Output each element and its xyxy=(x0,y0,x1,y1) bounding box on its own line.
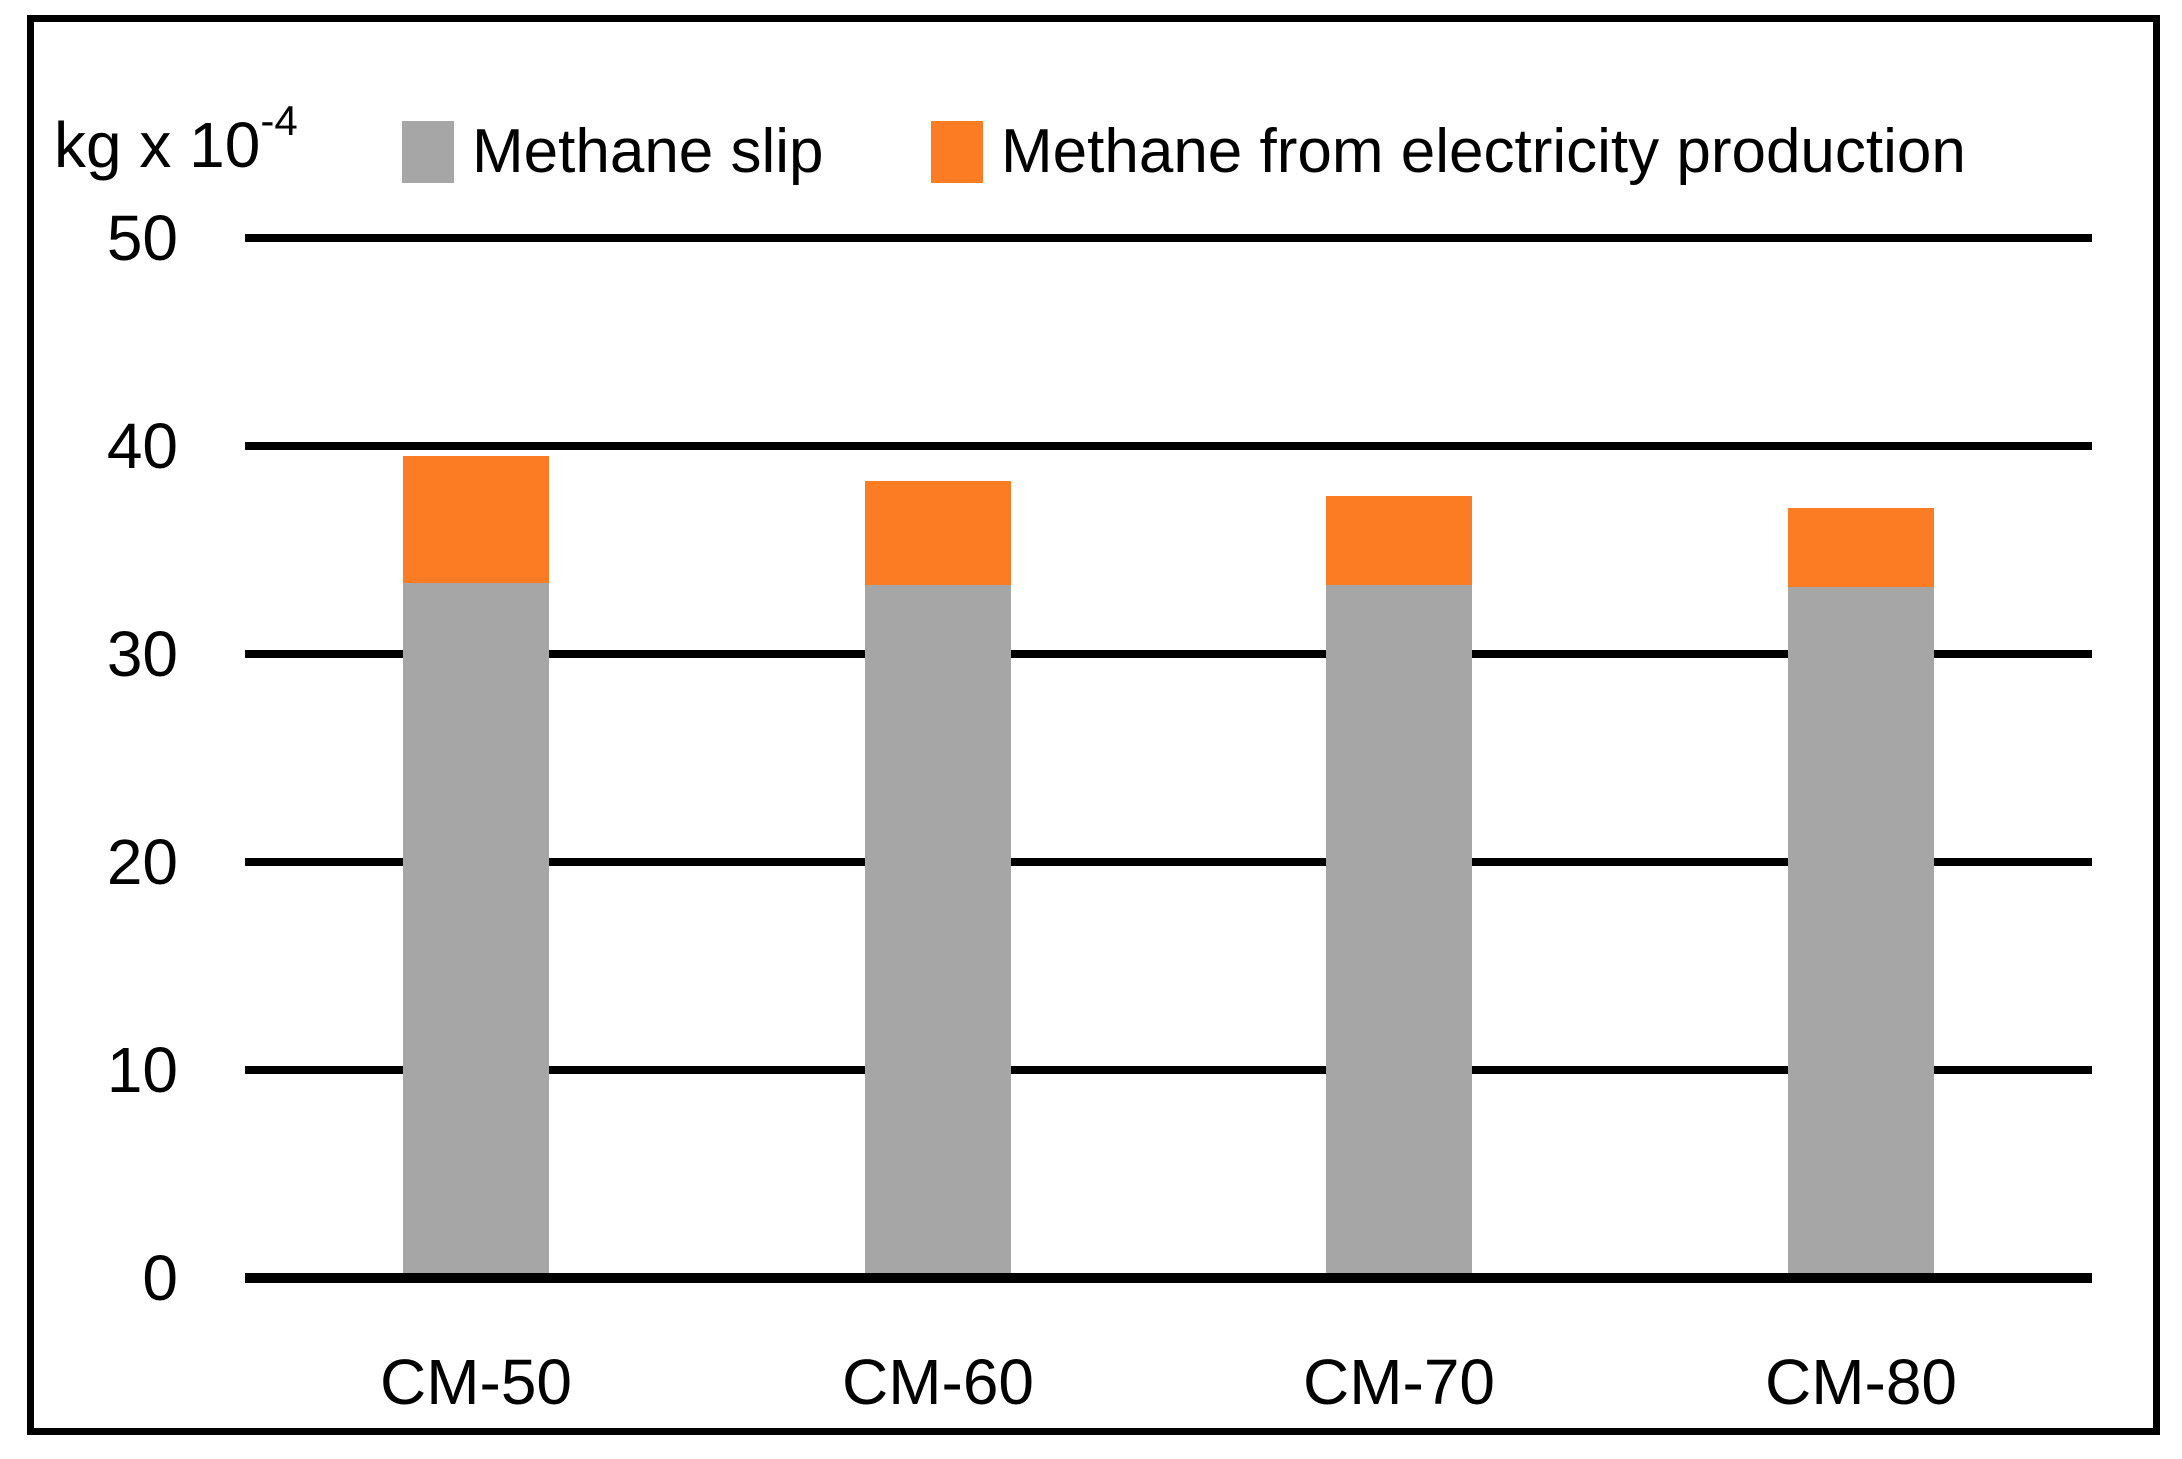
legend-label-methane-electricity: Methane from electricity production xyxy=(1001,117,1966,186)
gridline-50 xyxy=(245,234,2092,242)
bar-segment-methane-from-electricity-production-cm-50 xyxy=(403,456,549,583)
y-tick-label-40: 40 xyxy=(106,410,178,482)
y-tick-label-20: 20 xyxy=(106,826,178,898)
bar-segment-methane-slip-cm-80 xyxy=(1788,587,1934,1278)
y-tick-label-0: 0 xyxy=(142,1242,178,1314)
y-tick-label-30: 30 xyxy=(106,618,178,690)
y-tick-label-10: 10 xyxy=(106,1034,178,1106)
x-category-label-cm-50: CM-50 xyxy=(379,1346,573,1418)
legend-swatch-methane-electricity-icon xyxy=(931,121,983,183)
bar-segment-methane-slip-cm-50 xyxy=(403,583,549,1278)
bar-segment-methane-slip-cm-70 xyxy=(1326,585,1472,1278)
gridline-30 xyxy=(245,650,2092,658)
bar-segment-methane-slip-cm-60 xyxy=(865,585,1011,1278)
x-category-label-cm-80: CM-80 xyxy=(1764,1346,1958,1418)
bar-segment-methane-from-electricity-production-cm-60 xyxy=(865,481,1011,585)
gridline-20 xyxy=(245,858,2092,866)
y-axis-unit-label: kg x 10 -4 xyxy=(54,97,298,182)
bar-segment-methane-from-electricity-production-cm-80 xyxy=(1788,508,1934,587)
legend-item-methane-slip: Methane slip xyxy=(402,112,824,192)
unit-label-base: kg x 10 xyxy=(54,109,261,181)
legend-label-methane-slip: Methane slip xyxy=(472,117,824,186)
x-category-label-cm-70: CM-70 xyxy=(1302,1346,1496,1418)
y-tick-label-50: 50 xyxy=(106,202,178,274)
x-category-label-cm-60: CM-60 xyxy=(841,1346,1035,1418)
legend-item-methane-electricity: Methane from electricity production xyxy=(931,112,1966,192)
bar-segment-methane-from-electricity-production-cm-70 xyxy=(1326,496,1472,585)
gridline-10 xyxy=(245,1066,2092,1074)
legend-swatch-methane-slip-icon xyxy=(402,121,454,183)
gridline-40 xyxy=(245,442,2092,450)
x-axis-line xyxy=(245,1273,2092,1283)
